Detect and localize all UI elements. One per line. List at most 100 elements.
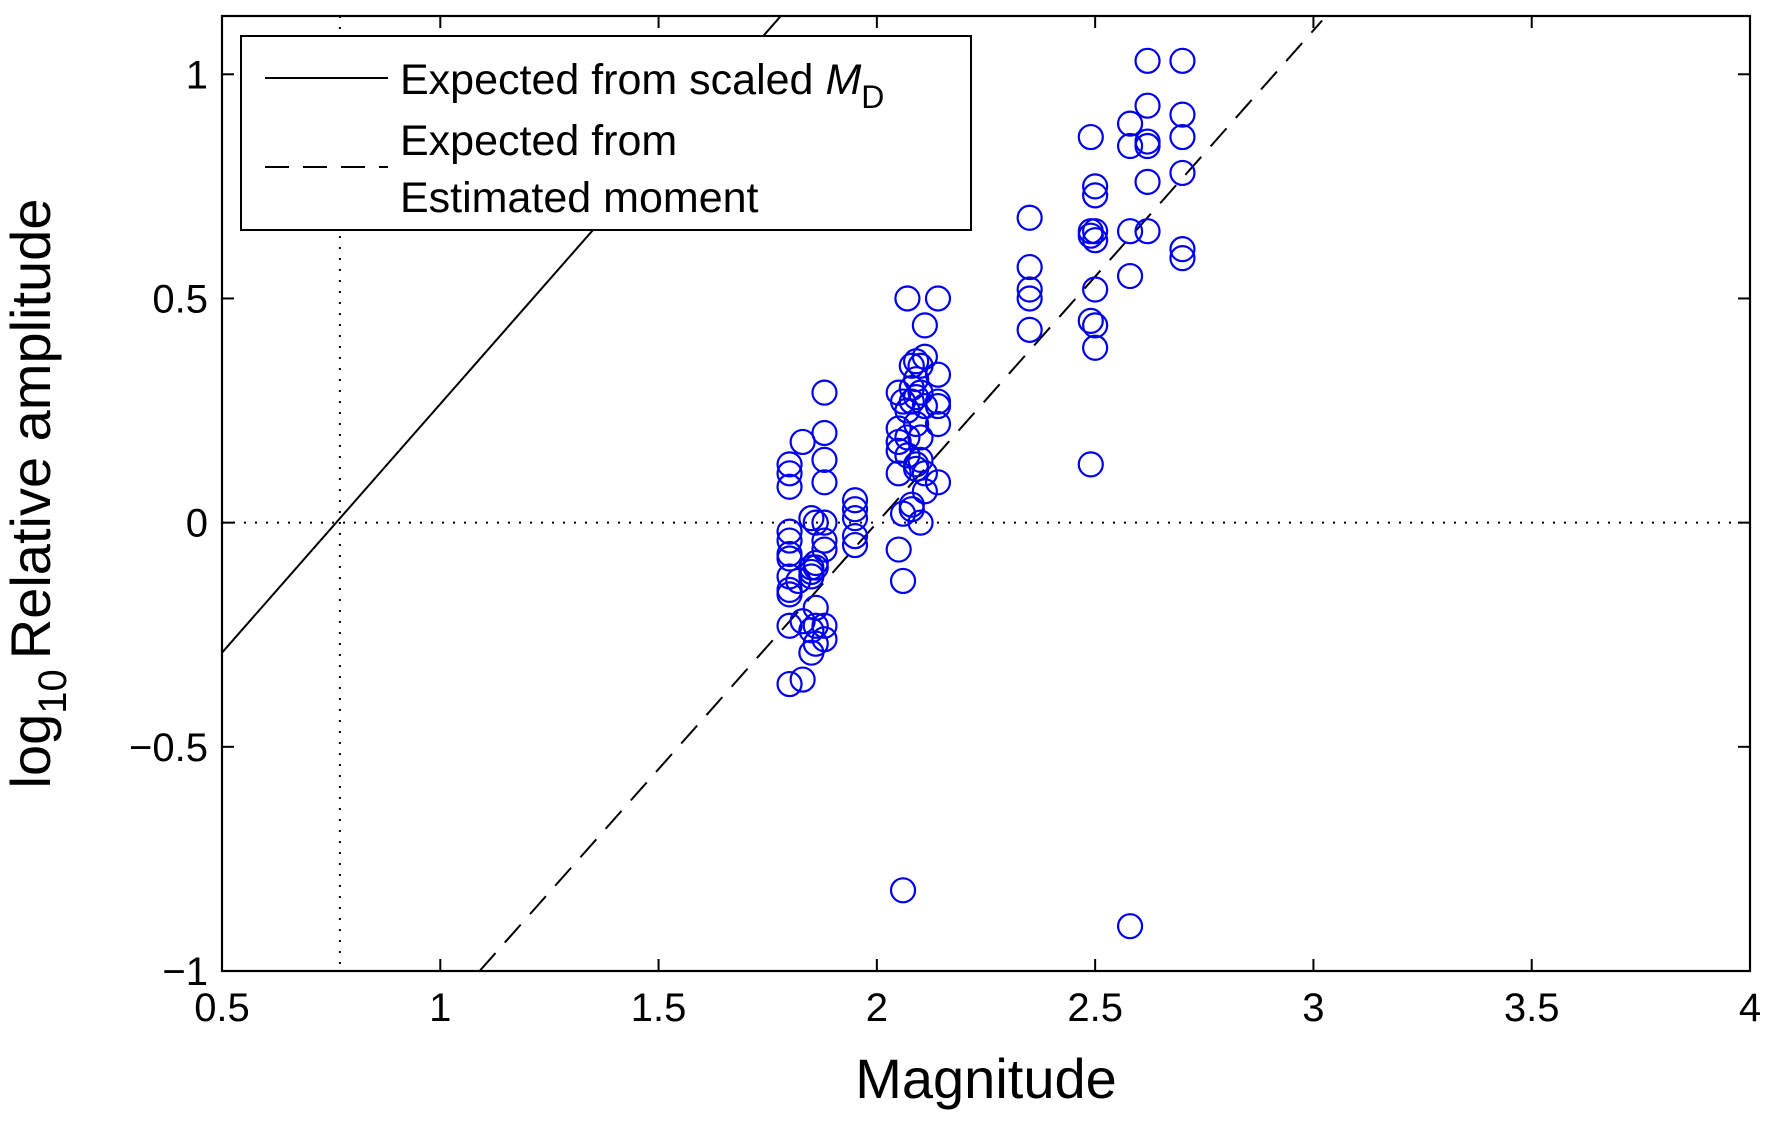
- data-point: [811, 379, 838, 406]
- data-point: [924, 410, 952, 438]
- data-point: [924, 285, 952, 312]
- legend-label-subscript: D: [861, 79, 884, 115]
- data-point: [776, 473, 803, 500]
- data-point: [776, 612, 803, 639]
- data-point: [811, 536, 838, 563]
- data-point: [1169, 236, 1196, 263]
- data-point: [802, 594, 829, 621]
- data-point: [907, 379, 934, 406]
- data-point: [1016, 276, 1043, 303]
- data-point: [1169, 159, 1196, 187]
- data-point: [841, 522, 869, 550]
- data-point: [1082, 276, 1109, 303]
- x-tick-label: 1.5: [631, 986, 687, 1030]
- data-point: [1016, 253, 1043, 281]
- y-tick-label: 0.5: [152, 277, 208, 321]
- data-point: [911, 392, 938, 420]
- data-point: [1169, 101, 1196, 128]
- data-point: [911, 460, 938, 487]
- y-axis-title-group: log10 Relative amplitude: [0, 199, 75, 789]
- data-point: [924, 392, 952, 420]
- data-point: [802, 509, 829, 536]
- data-point: [911, 343, 938, 370]
- data-point: [898, 352, 925, 379]
- data-point: [894, 442, 921, 469]
- data-point: [1077, 222, 1104, 249]
- data-point: [1134, 92, 1161, 119]
- data-point: [898, 496, 925, 523]
- data-point: [924, 469, 952, 496]
- x-axis-title: Magnitude: [855, 1047, 1117, 1110]
- data-point: [885, 460, 912, 487]
- x-tick-label: 0.5: [194, 986, 250, 1030]
- data-point: [1169, 123, 1196, 151]
- data-point: [776, 451, 803, 478]
- data-point: [1082, 182, 1109, 209]
- x-tick-label: 4: [1739, 986, 1761, 1030]
- data-point: [776, 518, 803, 545]
- legend-label-math: M: [825, 56, 861, 104]
- y-tick-label: 1: [186, 53, 208, 97]
- data-point: [907, 446, 934, 473]
- data-point: [841, 487, 869, 514]
- data-point: [802, 612, 829, 639]
- data-point: [903, 366, 930, 393]
- x-tick-label: 1: [429, 986, 451, 1030]
- data-point: [841, 531, 869, 559]
- legend: Expected from scaled MD Expected from Esti…: [240, 35, 972, 231]
- data-point: [776, 545, 803, 572]
- y-axis-title-prefix: log: [0, 714, 62, 789]
- data-point: [1016, 285, 1043, 312]
- data-point: [903, 410, 930, 438]
- data-point: [1116, 262, 1144, 290]
- axes: 0.5 1 1.5 2 2.5 3 3.5 4 −1 −0.5 0 0.5 1 Magnitude log1…: [0, 14, 1761, 1110]
- data-point: [1134, 168, 1161, 195]
- data-point: [1016, 204, 1043, 231]
- data-point: [1082, 334, 1109, 361]
- estimated-moment-line: [478, 19, 1323, 971]
- data-point: [1134, 218, 1161, 245]
- data-point: [811, 509, 838, 536]
- data-point: [1116, 913, 1144, 940]
- data-point: [907, 424, 934, 451]
- data-point: [889, 567, 917, 595]
- data-point: [1082, 312, 1109, 339]
- y-axis-title-main: Relative amplitude: [0, 199, 62, 660]
- data-point: [776, 581, 803, 608]
- data-point: [776, 460, 803, 487]
- data-point: [1077, 451, 1104, 478]
- data-point: [894, 424, 921, 451]
- data-point: [798, 505, 825, 532]
- data-point: [1082, 218, 1109, 245]
- y-tick-label: −1: [162, 950, 208, 994]
- data-point: [885, 415, 912, 442]
- reference-lines: [222, 16, 1750, 971]
- data-point: [802, 554, 829, 581]
- data-point: [911, 312, 938, 339]
- data-point: [1169, 47, 1196, 74]
- x-tick-label: 3.5: [1504, 986, 1560, 1030]
- data-point: [911, 478, 938, 505]
- y-axis-title-subscript: 10: [31, 669, 75, 714]
- plot-frame: [220, 14, 1752, 973]
- data-point: [776, 670, 803, 698]
- legend-label-scaled-md-text: Expected from scaled: [400, 56, 825, 104]
- legend-label-expected-from: Expected from: [400, 117, 677, 165]
- x-tick-label: 3: [1302, 986, 1324, 1030]
- legend-label-estimated-moment: Estimated moment: [400, 174, 759, 222]
- data-point: [1077, 123, 1104, 151]
- data-point: [841, 496, 869, 523]
- x-tick-label: 2.5: [1067, 986, 1123, 1030]
- data-point: [811, 446, 838, 473]
- y-tick-label: −0.5: [129, 726, 208, 770]
- data-point: [1134, 132, 1161, 160]
- data-point: [1016, 316, 1043, 343]
- data-point: [811, 469, 838, 496]
- data-point: [1134, 47, 1161, 74]
- data-point: [1116, 218, 1144, 245]
- x-tick-label: 2: [866, 986, 888, 1030]
- legend-box: [240, 35, 972, 231]
- data-point: [1077, 307, 1104, 334]
- data-point: [811, 527, 838, 554]
